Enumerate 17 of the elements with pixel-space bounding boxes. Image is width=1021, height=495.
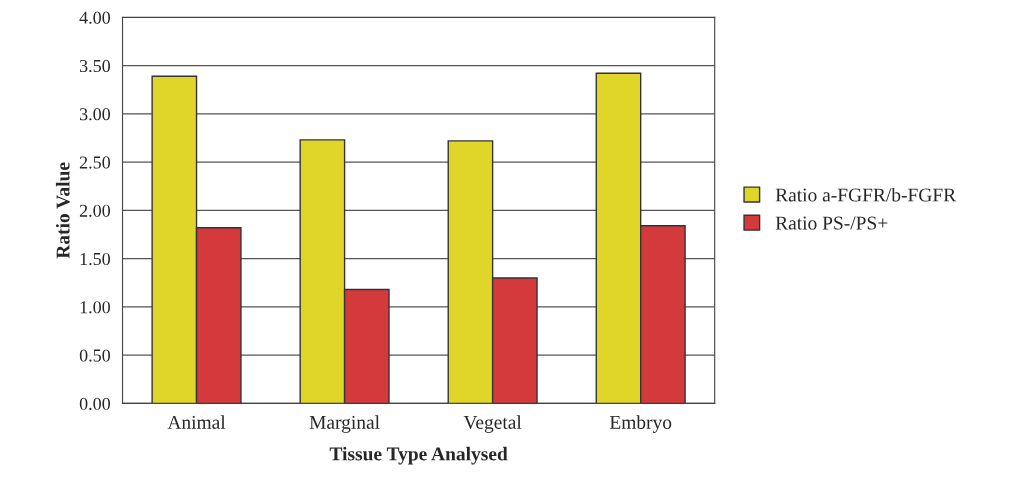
y-tick-label: 2.00 — [79, 204, 111, 217]
y-tick-label: 4.00 — [79, 11, 111, 24]
legend-label: Ratio a-FGFR/b-FGFR — [775, 187, 957, 202]
x-axis-title: Tissue Type Analysed — [329, 446, 508, 465]
x-tick-label: Embryo — [609, 415, 672, 433]
y-tick-label: 1.50 — [80, 252, 111, 266]
x-tick-label: Vegetal — [463, 415, 522, 433]
x-tick-label: Animal — [167, 415, 226, 429]
y-tick-label: 2.50 — [79, 156, 111, 169]
x-tick-label: Marginal — [309, 415, 380, 433]
y-tick-label: 3.50 — [79, 59, 111, 73]
y-tick-label: 1.00 — [80, 301, 111, 314]
legend-label: Ratio PS-/PS+ — [775, 216, 888, 230]
y-tick-label: 0.50 — [79, 349, 111, 362]
y-axis-title: Ratio Value — [55, 162, 70, 259]
y-tick-label: 3.00 — [79, 108, 111, 121]
y-tick-label: 0.00 — [79, 397, 111, 410]
